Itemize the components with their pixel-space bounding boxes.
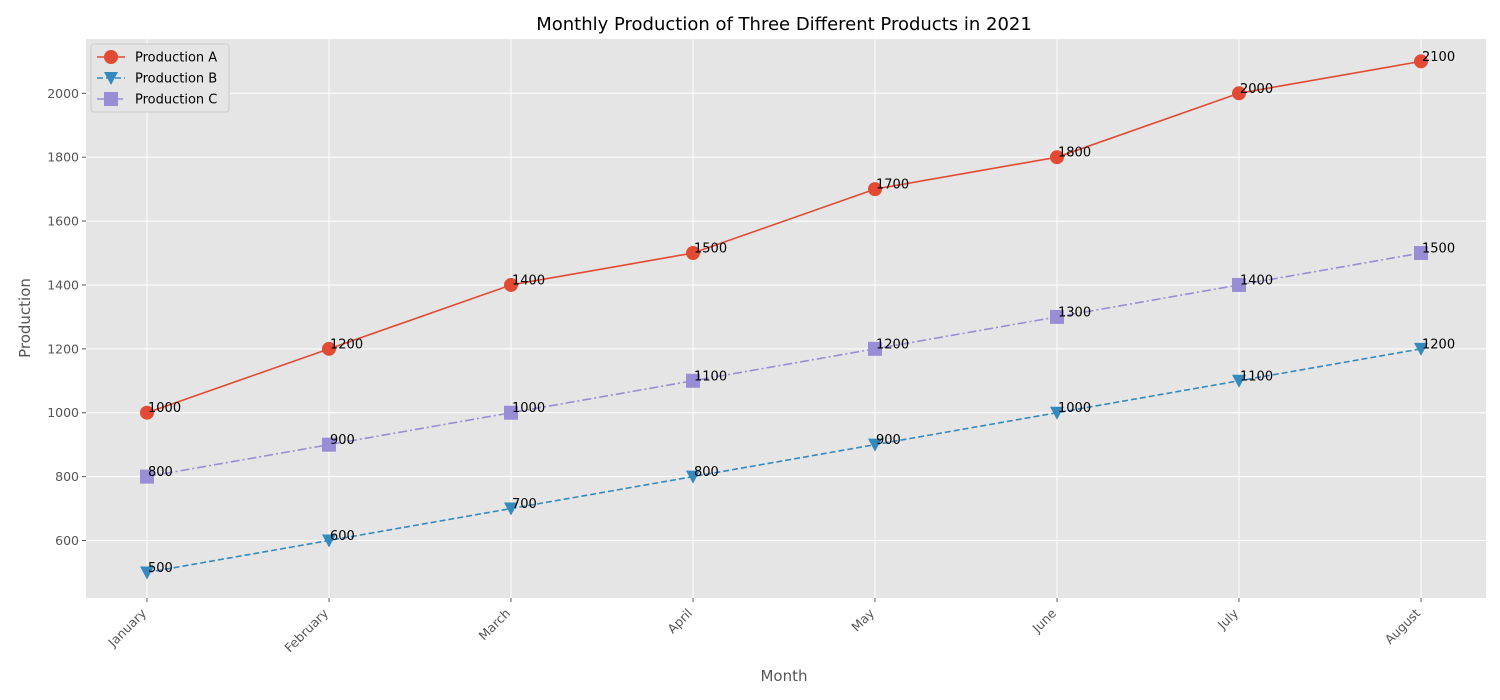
data-label: 1800 <box>1058 146 1091 161</box>
series-line <box>146 60 1422 414</box>
legend-box <box>90 43 230 113</box>
x-tick-label: July <box>1214 605 1242 633</box>
data-label: 800 <box>148 465 173 480</box>
data-point <box>1414 342 1428 356</box>
data-point <box>1050 406 1064 420</box>
data-point <box>140 469 154 484</box>
y-tick-label: 1800 <box>47 150 79 165</box>
data-label: 1500 <box>694 242 727 257</box>
data-label: 1400 <box>1240 273 1273 288</box>
y-tick-label: 2000 <box>47 86 79 101</box>
data-point <box>686 373 700 388</box>
plot-background <box>86 39 1486 598</box>
data-point <box>686 470 700 484</box>
data-point <box>868 182 882 197</box>
data-point <box>504 277 518 292</box>
y-tick-label: 800 <box>55 469 79 484</box>
data-label: 1200 <box>876 337 909 352</box>
data-point <box>868 438 882 452</box>
data-label: 1700 <box>876 178 909 193</box>
data-label: 1500 <box>1422 242 1455 257</box>
y-tick-label: 1000 <box>47 405 79 420</box>
data-label: 500 <box>148 561 173 576</box>
legend-entry: Production A <box>135 51 217 66</box>
x-axis-ticks: January February March April May June July Augu… <box>104 598 1423 655</box>
x-tick-label: August <box>1382 605 1424 647</box>
data-label: 1100 <box>1240 369 1273 384</box>
x-tick-label: April <box>664 606 695 637</box>
y-axis-label: Production <box>16 278 34 358</box>
series-production-a: 1000 1200 1400 1500 1700 1800 2000 2100 <box>140 50 1455 420</box>
data-point <box>1050 309 1064 324</box>
data-label: 1000 <box>148 401 181 416</box>
y-tick-label: 600 <box>55 533 79 548</box>
data-point <box>504 502 518 516</box>
data-point <box>140 566 154 580</box>
y-tick-label: 1400 <box>47 277 79 292</box>
legend-entry: Production C <box>135 93 217 108</box>
data-point <box>1232 86 1246 101</box>
legend-marker <box>104 50 118 64</box>
data-label: 900 <box>330 433 355 448</box>
data-point <box>504 405 518 420</box>
x-tick-label: May <box>848 605 877 634</box>
data-point <box>140 405 154 420</box>
y-tick-label: 1600 <box>47 214 79 229</box>
series-production-b: 500 600 700 800 900 1000 1100 1200 <box>140 337 1455 580</box>
data-label: 1400 <box>512 273 545 288</box>
legend: Production A Production B Production C <box>90 43 230 113</box>
data-point <box>322 534 336 548</box>
x-tick-label: February <box>281 605 331 655</box>
x-axis-label: Month <box>760 667 807 685</box>
data-point <box>322 341 336 356</box>
data-point <box>686 246 700 261</box>
x-tick-label: March <box>476 606 514 644</box>
x-tick-label: January <box>104 605 149 650</box>
data-label: 2000 <box>1240 82 1273 97</box>
data-point <box>868 341 882 356</box>
data-label: 1200 <box>330 337 363 352</box>
data-label: 700 <box>512 497 537 512</box>
data-point <box>1232 277 1246 292</box>
data-label: 1200 <box>1422 337 1455 352</box>
data-point <box>322 437 336 452</box>
data-label: 1100 <box>694 369 727 384</box>
y-axis-ticks: 600 800 1000 1200 1400 1600 1800 2000 <box>47 86 86 548</box>
data-label: 900 <box>876 433 901 448</box>
data-point <box>1050 150 1064 165</box>
data-label: 1300 <box>1058 305 1091 320</box>
series-line <box>146 252 1422 478</box>
chart-title: Monthly Production of Three Different Pr… <box>536 14 1032 35</box>
data-label: 2100 <box>1422 50 1455 65</box>
data-point <box>1414 54 1428 69</box>
series-production-c: 800 900 1000 1100 1200 1300 1400 1500 <box>140 242 1455 484</box>
data-label: 800 <box>694 465 719 480</box>
series-group: 1000 1200 1400 1500 1700 1800 2000 2100 500 600 70… <box>140 50 1455 580</box>
legend-marker <box>104 92 118 106</box>
data-point <box>1232 374 1246 388</box>
data-label: 1000 <box>512 401 545 416</box>
data-label: 1000 <box>1058 401 1091 416</box>
legend-entry: Production B <box>135 72 217 87</box>
data-point <box>1414 246 1428 261</box>
data-label: 600 <box>330 529 355 544</box>
x-tick-label: June <box>1029 605 1060 636</box>
y-tick-label: 1200 <box>47 341 79 356</box>
legend-marker <box>104 72 118 85</box>
